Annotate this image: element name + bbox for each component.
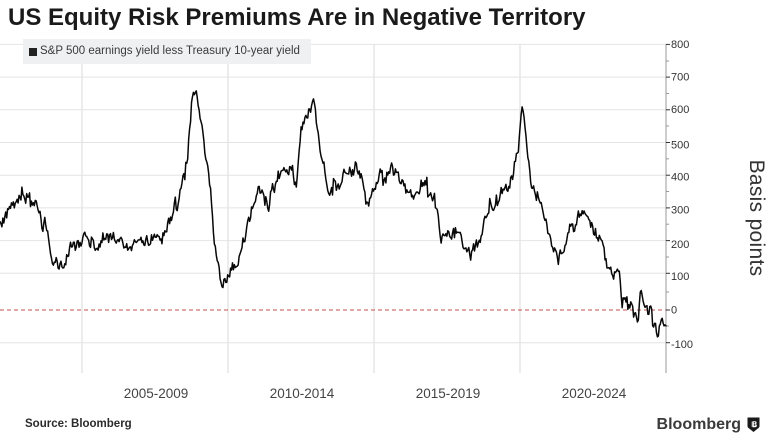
svg-text:2020-2024: 2020-2024 (562, 386, 627, 401)
svg-text:Basis points: Basis points (745, 160, 768, 277)
svg-text:600: 600 (671, 104, 689, 116)
svg-text:2015-2019: 2015-2019 (416, 386, 481, 401)
svg-text:700: 700 (671, 72, 689, 84)
svg-text:800: 800 (671, 39, 689, 51)
svg-text:0: 0 (671, 305, 677, 317)
svg-text:200: 200 (671, 239, 689, 251)
svg-text:2005-2009: 2005-2009 (124, 386, 189, 401)
svg-text:500: 500 (671, 140, 689, 152)
svg-text:300: 300 (671, 205, 689, 217)
svg-text:2010-2014: 2010-2014 (270, 386, 335, 401)
svg-text:100: 100 (671, 271, 689, 283)
svg-text:400: 400 (671, 172, 689, 184)
svg-text:-100: -100 (671, 339, 693, 351)
